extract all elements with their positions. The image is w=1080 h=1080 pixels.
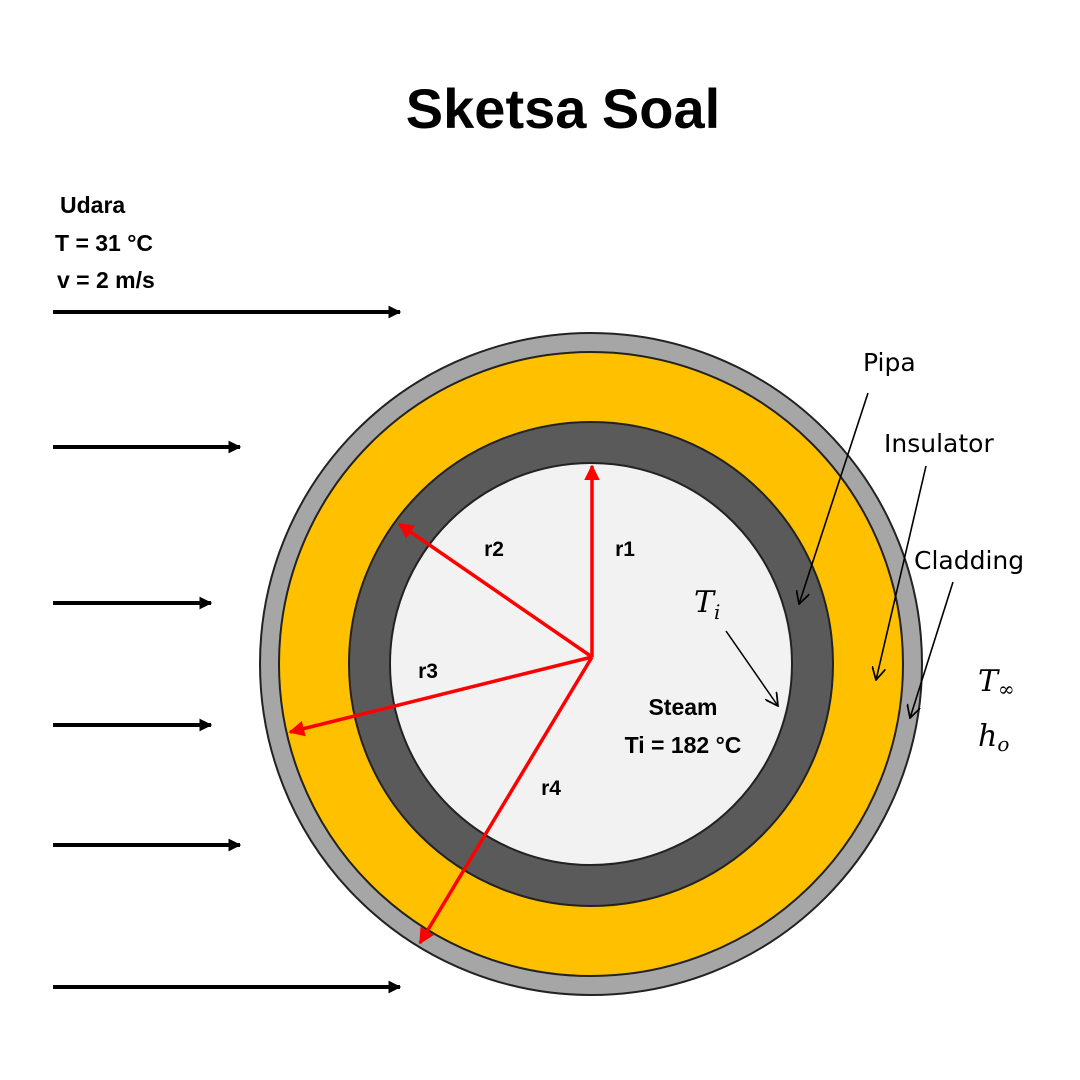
r4-arrow xyxy=(418,656,594,945)
r2-label: r2 xyxy=(484,538,504,561)
t-inner-symbol: Ti xyxy=(694,585,720,624)
air-velocity: v = 2 m/s xyxy=(57,267,155,293)
page-title: Sketsa Soal xyxy=(406,77,720,140)
h-outer-symbol: ho xyxy=(978,719,1009,756)
steam-label: Steam xyxy=(648,694,717,720)
air-temperature: T = 31 °C xyxy=(55,230,153,256)
insulator-callout-label: Insulator xyxy=(884,429,994,458)
steam-temperature: Ti = 182 °C xyxy=(625,732,742,758)
t-infinity-symbol: T∞ xyxy=(978,664,1015,701)
r4-label: r4 xyxy=(541,777,561,800)
pipe-callout-arrow xyxy=(799,392,869,604)
r2-arrow xyxy=(397,522,593,659)
air-label: Udara xyxy=(60,192,125,218)
t-inner-arrow xyxy=(725,630,778,706)
steam-core xyxy=(389,462,793,866)
air-flow-arrows xyxy=(53,305,402,994)
r3-label: r3 xyxy=(418,660,438,683)
r1-label: r1 xyxy=(615,538,635,561)
pipe-cross-section xyxy=(259,332,923,996)
radius-arrows xyxy=(288,464,600,945)
cladding-callout-label: Cladding xyxy=(914,546,1024,575)
pipe-callout-label: Pipa xyxy=(863,348,916,377)
r3-arrow xyxy=(288,655,593,737)
insulator-callout-arrow xyxy=(876,465,927,680)
cladding-callout-arrow xyxy=(910,581,954,718)
callout-arrows xyxy=(799,392,954,718)
